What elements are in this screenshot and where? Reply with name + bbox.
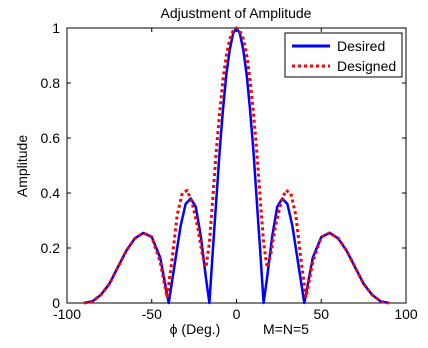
y-tick-label: 1 xyxy=(52,20,60,36)
legend-label-designed: Designed xyxy=(337,58,396,74)
y-tick-label: 0.6 xyxy=(41,130,61,146)
x-tick-label: -50 xyxy=(142,306,162,322)
y-tick-label: 0.4 xyxy=(41,185,61,201)
y-axis-label: Amplitude xyxy=(14,135,30,197)
x-tick-label: 100 xyxy=(394,306,418,322)
chart-title: Adjustment of Amplitude xyxy=(161,5,312,21)
annotation-text: M=N=5 xyxy=(263,321,309,337)
series-line-designed xyxy=(83,26,390,305)
x-tick-label: 50 xyxy=(313,306,329,322)
series-layer xyxy=(83,26,390,305)
legend-box xyxy=(284,32,403,78)
x-axis-label: ϕ (Deg.) xyxy=(170,321,221,337)
y-tick-label: 0.2 xyxy=(41,240,61,256)
x-tick-label: -100 xyxy=(53,306,81,322)
y-tick-label: 0 xyxy=(52,295,60,311)
legend-label-desired: Desired xyxy=(337,38,385,54)
y-tick-label: 0.8 xyxy=(41,75,61,91)
x-tick-label: 0 xyxy=(233,306,241,322)
axis-ticks: -100 -50 0 50 100 0 0.2 0.4 0.6 0.8 1 xyxy=(41,20,418,322)
legend: Desired Designed xyxy=(284,32,403,78)
